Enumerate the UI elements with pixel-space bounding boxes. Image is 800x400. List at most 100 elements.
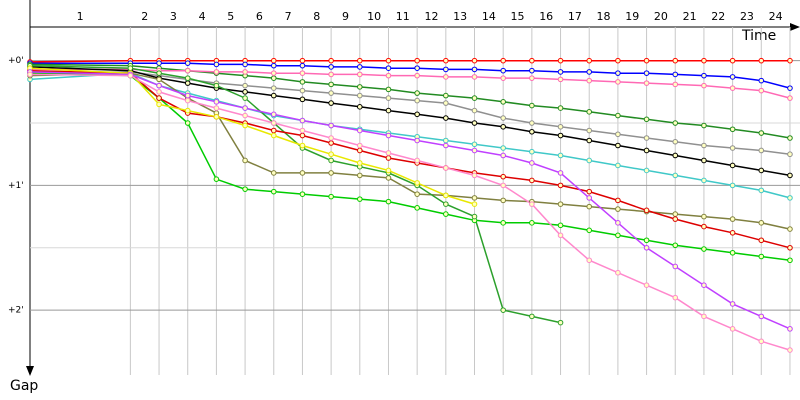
lap-point	[299, 127, 306, 134]
lap-point	[414, 97, 420, 104]
lap-point	[758, 87, 765, 94]
lap-point	[156, 82, 162, 89]
lap-point	[643, 80, 650, 86]
lap-point	[156, 76, 162, 83]
lap-point	[787, 347, 793, 353]
lap-point	[758, 313, 765, 320]
lap-point	[586, 227, 593, 234]
lap-point	[529, 148, 535, 155]
lap-point	[385, 132, 392, 139]
lap-point	[213, 61, 220, 68]
lap-point	[672, 242, 679, 249]
lap-point	[586, 188, 593, 195]
lap-point	[213, 176, 220, 182]
lap-point	[242, 95, 248, 101]
lap-point	[672, 57, 679, 64]
lap-point	[586, 137, 593, 144]
lap-point	[270, 92, 277, 99]
lap-point	[213, 114, 220, 120]
lap-point	[586, 69, 593, 75]
lap-point	[299, 62, 306, 69]
lap-point	[414, 65, 420, 71]
lap-point	[385, 155, 392, 161]
lap-point	[615, 142, 621, 149]
lap-point	[701, 313, 707, 320]
lap-point	[385, 175, 392, 181]
lap-point	[701, 282, 707, 288]
lap-point	[184, 80, 191, 86]
lap-point	[414, 90, 420, 96]
lap-point	[758, 338, 765, 345]
series-line	[29, 72, 791, 261]
series-line	[29, 71, 791, 330]
lap-point	[242, 82, 248, 89]
lap-point	[615, 162, 621, 169]
lap-point	[529, 177, 535, 184]
lap-point	[615, 269, 621, 276]
lap-point	[787, 135, 793, 141]
lap-point	[529, 67, 535, 74]
lap-point	[672, 216, 679, 222]
lap-point	[242, 89, 248, 95]
lap-point	[328, 140, 334, 146]
lap-point	[471, 213, 478, 220]
lap-label: 17	[568, 10, 582, 23]
lap-point	[615, 79, 621, 85]
lap-point	[701, 122, 707, 129]
lap-point	[471, 141, 478, 148]
lap-point	[385, 198, 392, 205]
lap-point	[414, 72, 420, 79]
lap-point	[242, 112, 248, 119]
lap-point	[242, 122, 248, 129]
lap-point	[787, 151, 793, 158]
lap-point	[586, 109, 593, 115]
lap-point	[356, 172, 363, 179]
lap-point	[328, 170, 334, 176]
lap-label: 5	[227, 10, 234, 23]
lap-label: 16	[539, 10, 553, 23]
lap-label: 19	[625, 10, 639, 23]
lap-point	[787, 257, 793, 264]
lap-point	[156, 101, 162, 108]
lap-point	[299, 142, 306, 149]
lap-point	[270, 127, 277, 134]
y-tick-label: +1'	[8, 181, 24, 191]
lap-point	[356, 147, 363, 154]
lap-point	[414, 205, 420, 211]
y-tick-label: +2'	[8, 306, 24, 316]
lap-point	[356, 196, 363, 202]
lap-point	[328, 81, 334, 88]
lap-point	[385, 86, 392, 93]
lap-point	[443, 100, 449, 106]
lap-point	[557, 201, 564, 207]
lap-point	[299, 79, 306, 85]
lap-point	[500, 182, 506, 189]
lap-point	[184, 97, 191, 104]
lap-point	[615, 220, 621, 226]
lap-point	[500, 67, 506, 74]
lap-point	[127, 72, 134, 79]
lap-point	[586, 195, 593, 201]
lap-point	[328, 151, 334, 158]
lap-point	[299, 96, 306, 103]
lap-point	[156, 89, 162, 95]
y-axis-label: Gap	[10, 378, 38, 394]
lap-point	[787, 195, 793, 201]
lap-point	[529, 120, 535, 126]
lap-point	[557, 319, 564, 326]
lap-point	[643, 135, 650, 141]
lap-point	[729, 85, 736, 91]
lap-point	[385, 57, 392, 64]
lap-point	[529, 102, 535, 109]
lap-point	[242, 61, 248, 68]
lap-point	[356, 84, 363, 90]
lap-point	[643, 147, 650, 154]
lap-point	[557, 232, 564, 239]
lap-point	[758, 167, 765, 174]
lap-point	[242, 69, 248, 75]
lap-point	[443, 66, 449, 73]
lap-point	[672, 152, 679, 159]
lap-point	[443, 142, 449, 149]
lap-point	[414, 111, 420, 118]
lap-point	[270, 170, 277, 176]
